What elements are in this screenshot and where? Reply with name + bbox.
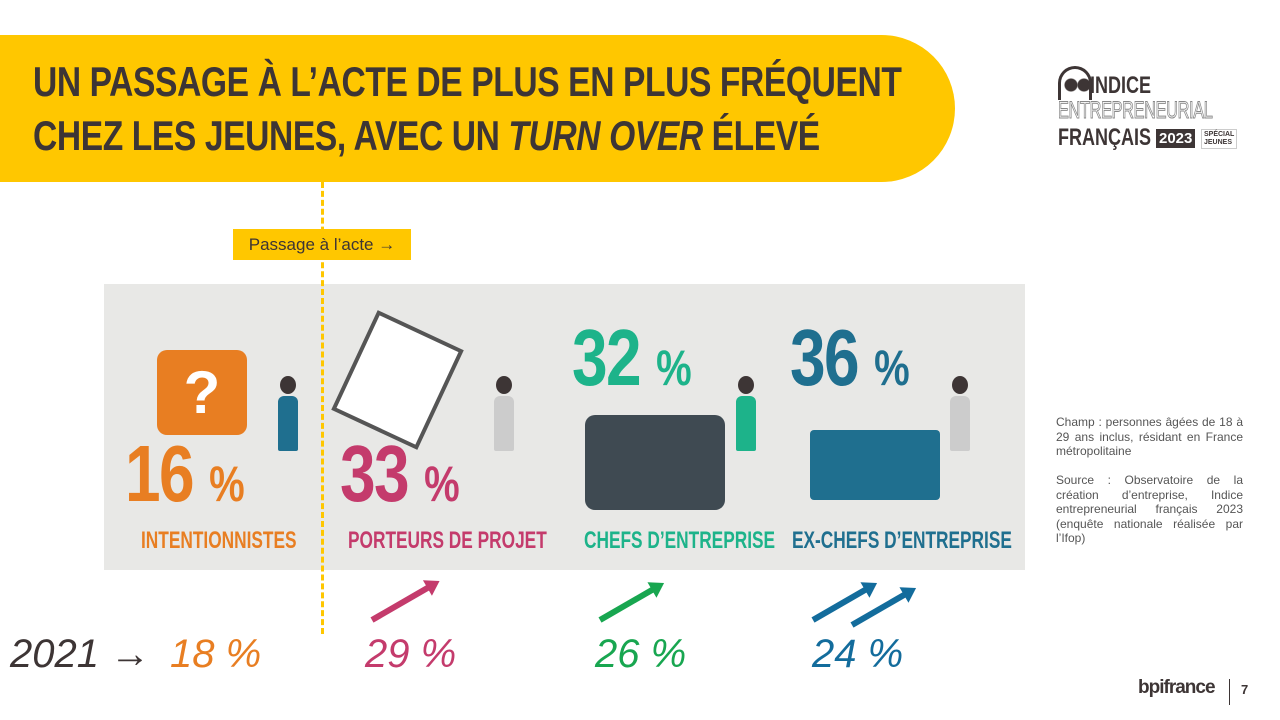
logo-indice: INDICE (1090, 72, 1152, 99)
passage-divider (321, 182, 324, 634)
title-text-end: ÉLEVÉ (702, 112, 821, 159)
stat-intentionnistes: 16 % (125, 428, 245, 520)
year-2021-label: 2021 → (10, 632, 151, 676)
trend-up-arrow-icon (598, 586, 656, 623)
logo-year: 2023 (1156, 129, 1196, 148)
stat-value: 36 (790, 313, 860, 402)
logo-jeunes-text: JEUNES (1204, 139, 1233, 146)
logo-entrepreneurial: ENTREPRENEURIAL (1058, 97, 1214, 125)
source-note: Champ : personnes âgées de 18 à 29 ans i… (1056, 415, 1243, 546)
title-text: CHEZ LES JEUNES, AVEC UN (33, 112, 509, 159)
value-2021-chefs: 26 % (595, 632, 687, 676)
label-porteurs: PORTEURS DE PROJET (348, 527, 547, 554)
slide-title-line1: UN PASSAGE À L’ACTE DE PLUS EN PLUS FRÉQ… (33, 58, 902, 105)
page-number: 7 (1241, 682, 1249, 697)
question-bubble-icon: ? (157, 350, 247, 435)
stat-unit: % (874, 340, 910, 396)
stat-unit: % (656, 340, 692, 396)
value-2021-intentionnistes: 18 % (170, 632, 262, 676)
label-ex-chefs: EX-CHEFS D’ENTREPRISE (792, 527, 1012, 554)
footer-divider (1229, 679, 1230, 705)
stat-value: 33 (340, 429, 410, 518)
title-banner (0, 35, 955, 182)
logo-francais: FRANÇAIS (1058, 124, 1151, 151)
value-2021-porteurs: 29 % (365, 632, 457, 676)
stat-unit: % (424, 456, 460, 512)
slide-title-line2: CHEZ LES JEUNES, AVEC UN TURN OVER ÉLEVÉ (33, 112, 820, 160)
value-2021-ex-chefs: 24 % (812, 632, 904, 676)
faces-icon (1058, 66, 1092, 100)
stat-chefs: 32 % (572, 312, 692, 404)
stat-porteurs: 33 % (340, 428, 460, 520)
trend-up-arrow-icon (370, 584, 431, 623)
bpifrance-logo: bpifrance (1138, 677, 1216, 698)
infographic-panel (104, 284, 1025, 570)
passage-label: Passage à l’acte → (233, 229, 411, 260)
logo-special: SPÉCIAL JEUNES (1201, 129, 1238, 149)
note-champ: Champ : personnes âgées de 18 à 29 ans i… (1056, 415, 1243, 458)
cash-register-icon (810, 430, 940, 500)
stat-unit: % (209, 456, 245, 512)
briefcase-icon (585, 415, 725, 510)
logo-special-text: SPÉCIAL (1204, 131, 1235, 138)
title-emphasis: TURN OVER (508, 112, 703, 159)
stat-ex-chefs: 36 % (790, 312, 910, 404)
note-source: Source : Observatoire de la création d’e… (1056, 473, 1243, 545)
stat-value: 16 (125, 429, 195, 518)
label-chefs: CHEFS D’ENTREPRISE (584, 527, 776, 554)
label-intentionnistes: INTENTIONNISTES (141, 527, 297, 554)
stat-value: 32 (572, 313, 642, 402)
